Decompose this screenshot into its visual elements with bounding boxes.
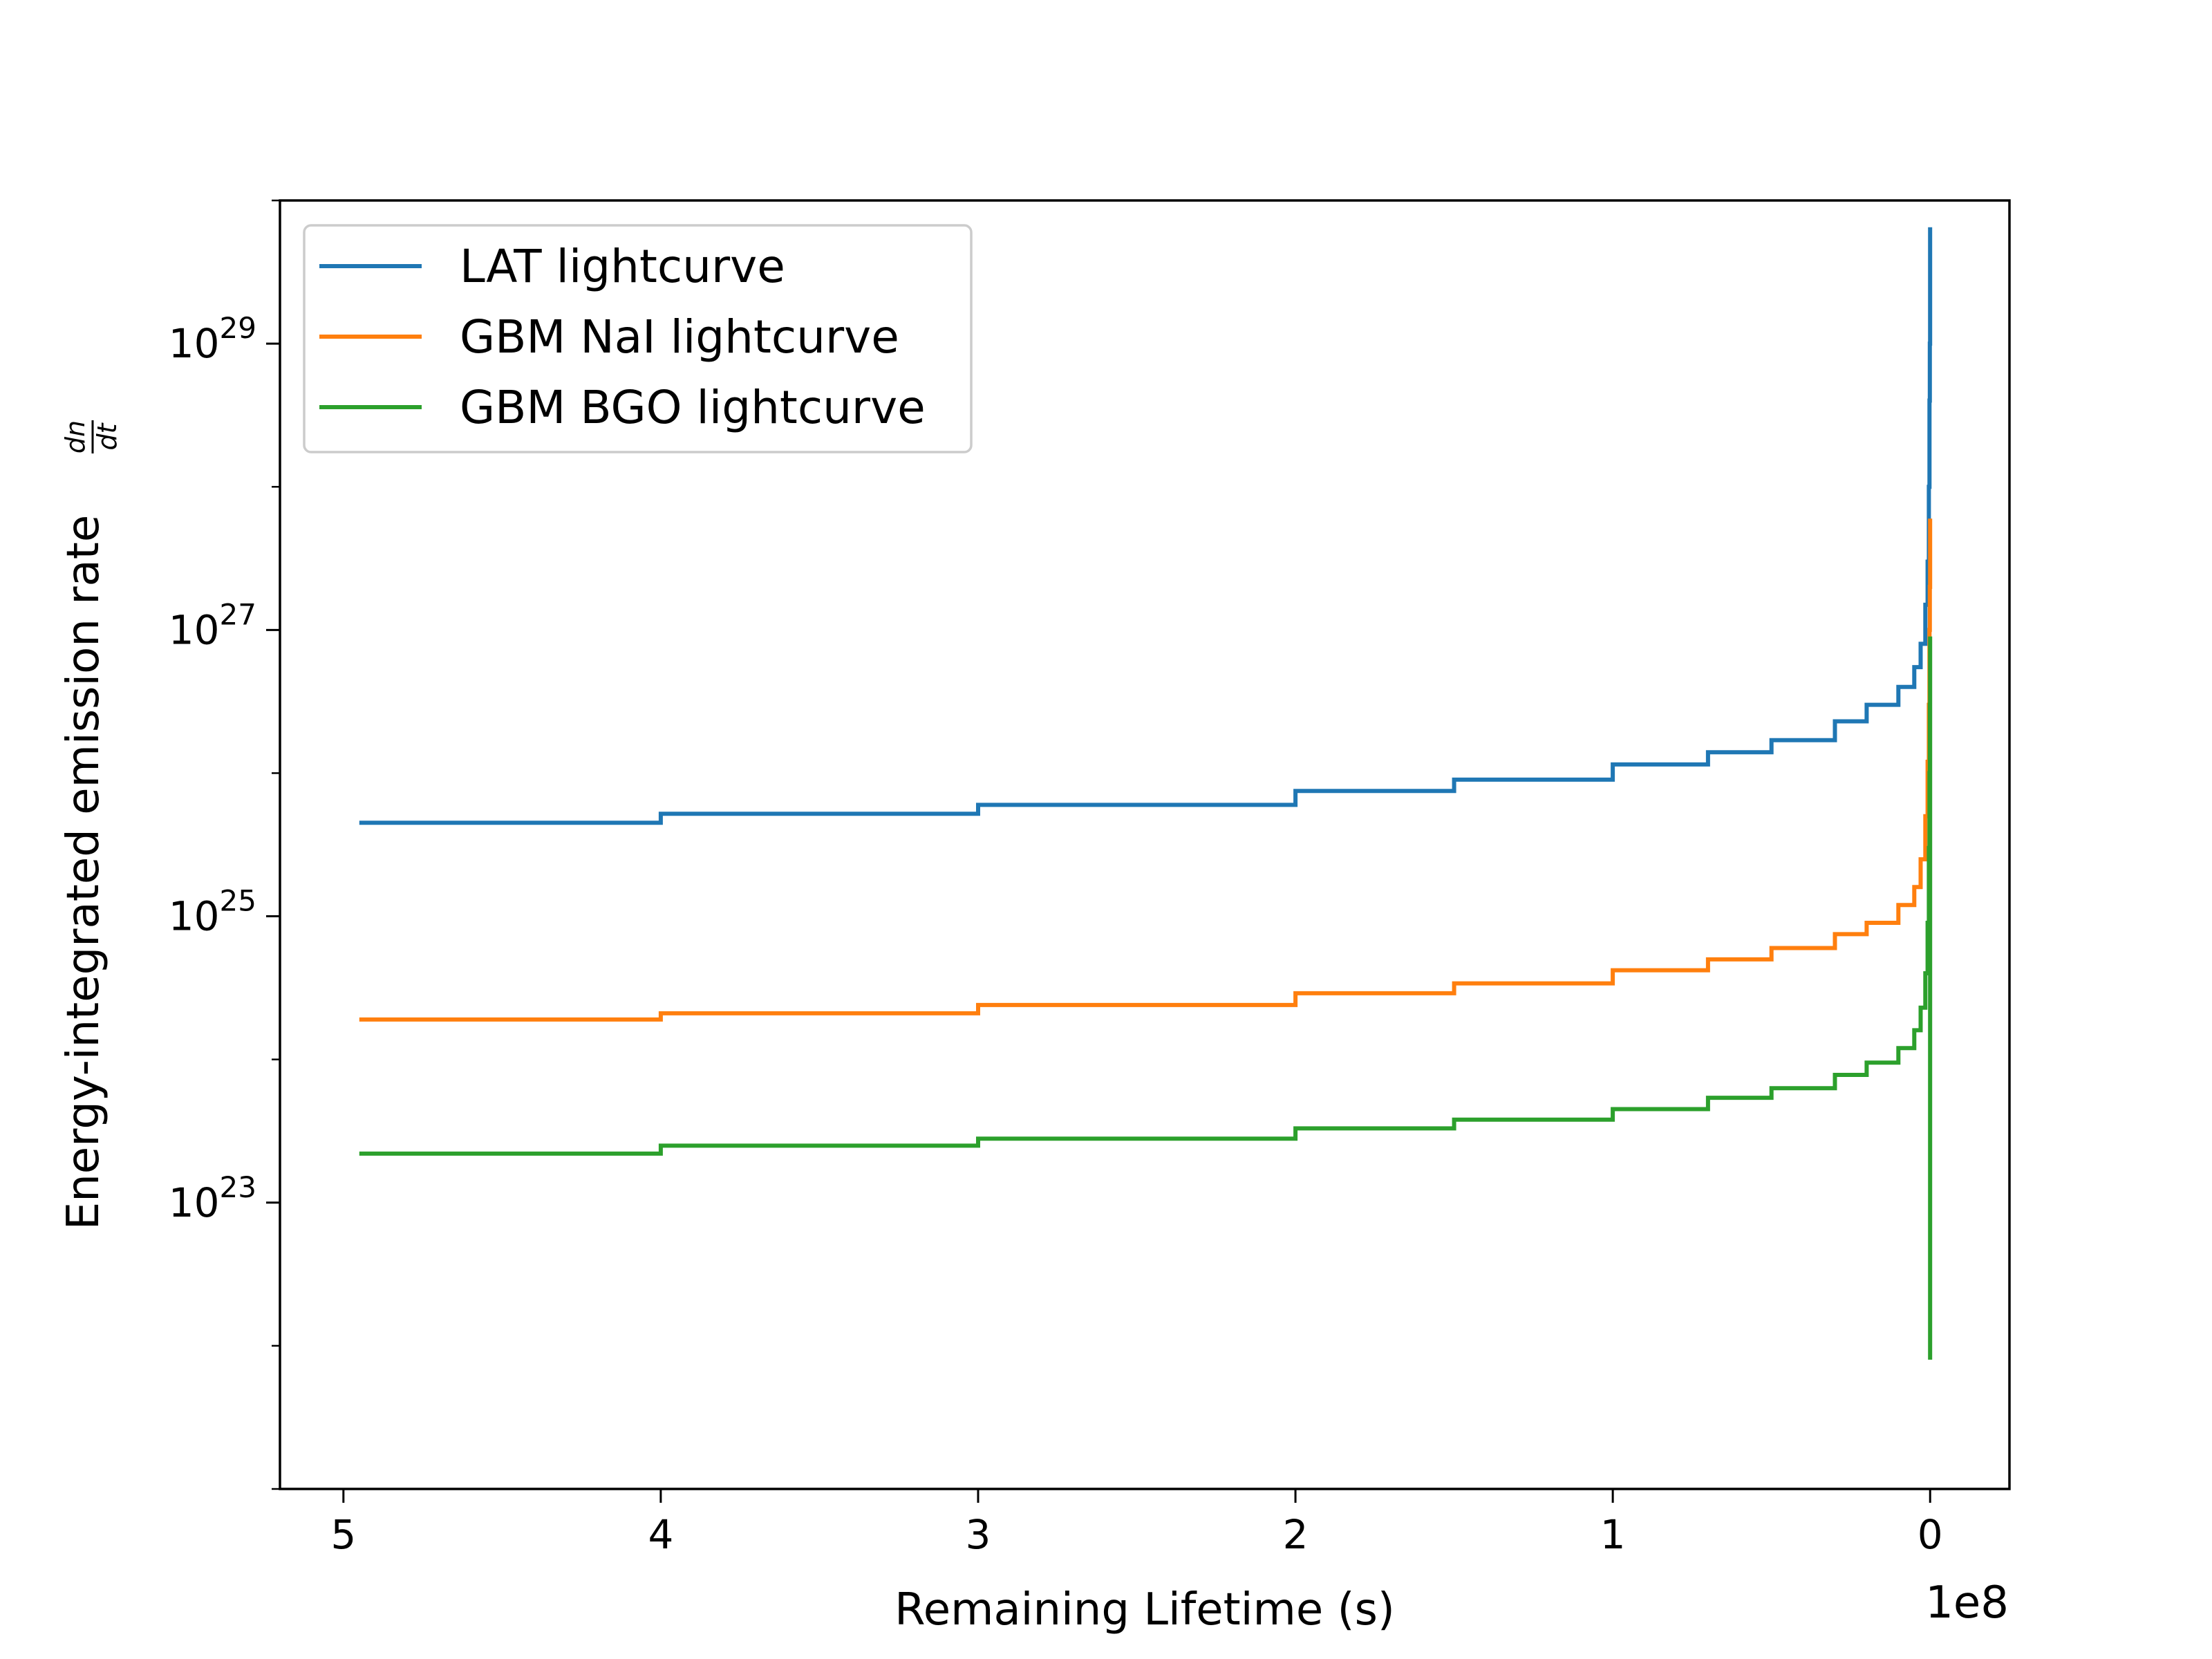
x-axis-offset-label: 1e8 [1925, 1577, 2009, 1629]
legend-label-2: GBM BGO lightcurve [460, 381, 926, 434]
x-tick-label-5: 0 [1918, 1511, 1943, 1558]
legend-label-1: GBM NaI lightcurve [460, 310, 899, 364]
legend-label-0: LAT lightcurve [460, 240, 785, 293]
y-axis-label: Energy-integrated emission rate dn dt [58, 420, 122, 1230]
y-axis: 1023 1025 1027 1029 [169, 199, 280, 1490]
legend-entries: LAT lightcurve GBM NaI lightcurve GBM BGO … [319, 240, 926, 434]
y-tick-label-25: 1025 [169, 884, 256, 940]
plot-frame [279, 199, 2011, 1490]
series-line-2 [359, 636, 1933, 1360]
x-tick-label-0: 5 [330, 1511, 356, 1558]
legend: LAT lightcurve GBM NaI lightcurve GBM BGO … [303, 224, 973, 453]
y-tick-label-27: 1027 [169, 597, 256, 653]
series-line-0 [359, 227, 1933, 825]
y-axis-label-numerator: dn [60, 420, 91, 453]
x-tick-label-2: 3 [966, 1511, 991, 1558]
x-tick-label-1: 4 [648, 1511, 673, 1558]
y-axis-label-text: Energy-integrated emission rate [58, 515, 109, 1230]
y-tick-label-29: 1029 [169, 311, 256, 367]
x-axis-label: Remaining Lifetime (s) [894, 1584, 1395, 1635]
y-axis-label-denominator: dt [92, 422, 122, 450]
y-tick-label-23: 1023 [169, 1170, 256, 1226]
series-layer [359, 227, 1933, 1360]
x-axis: 5 4 3 2 1 0 [330, 1489, 1943, 1558]
x-tick-label-4: 1 [1600, 1511, 1626, 1558]
x-tick-label-3: 2 [1283, 1511, 1309, 1558]
legend-box [303, 224, 973, 453]
